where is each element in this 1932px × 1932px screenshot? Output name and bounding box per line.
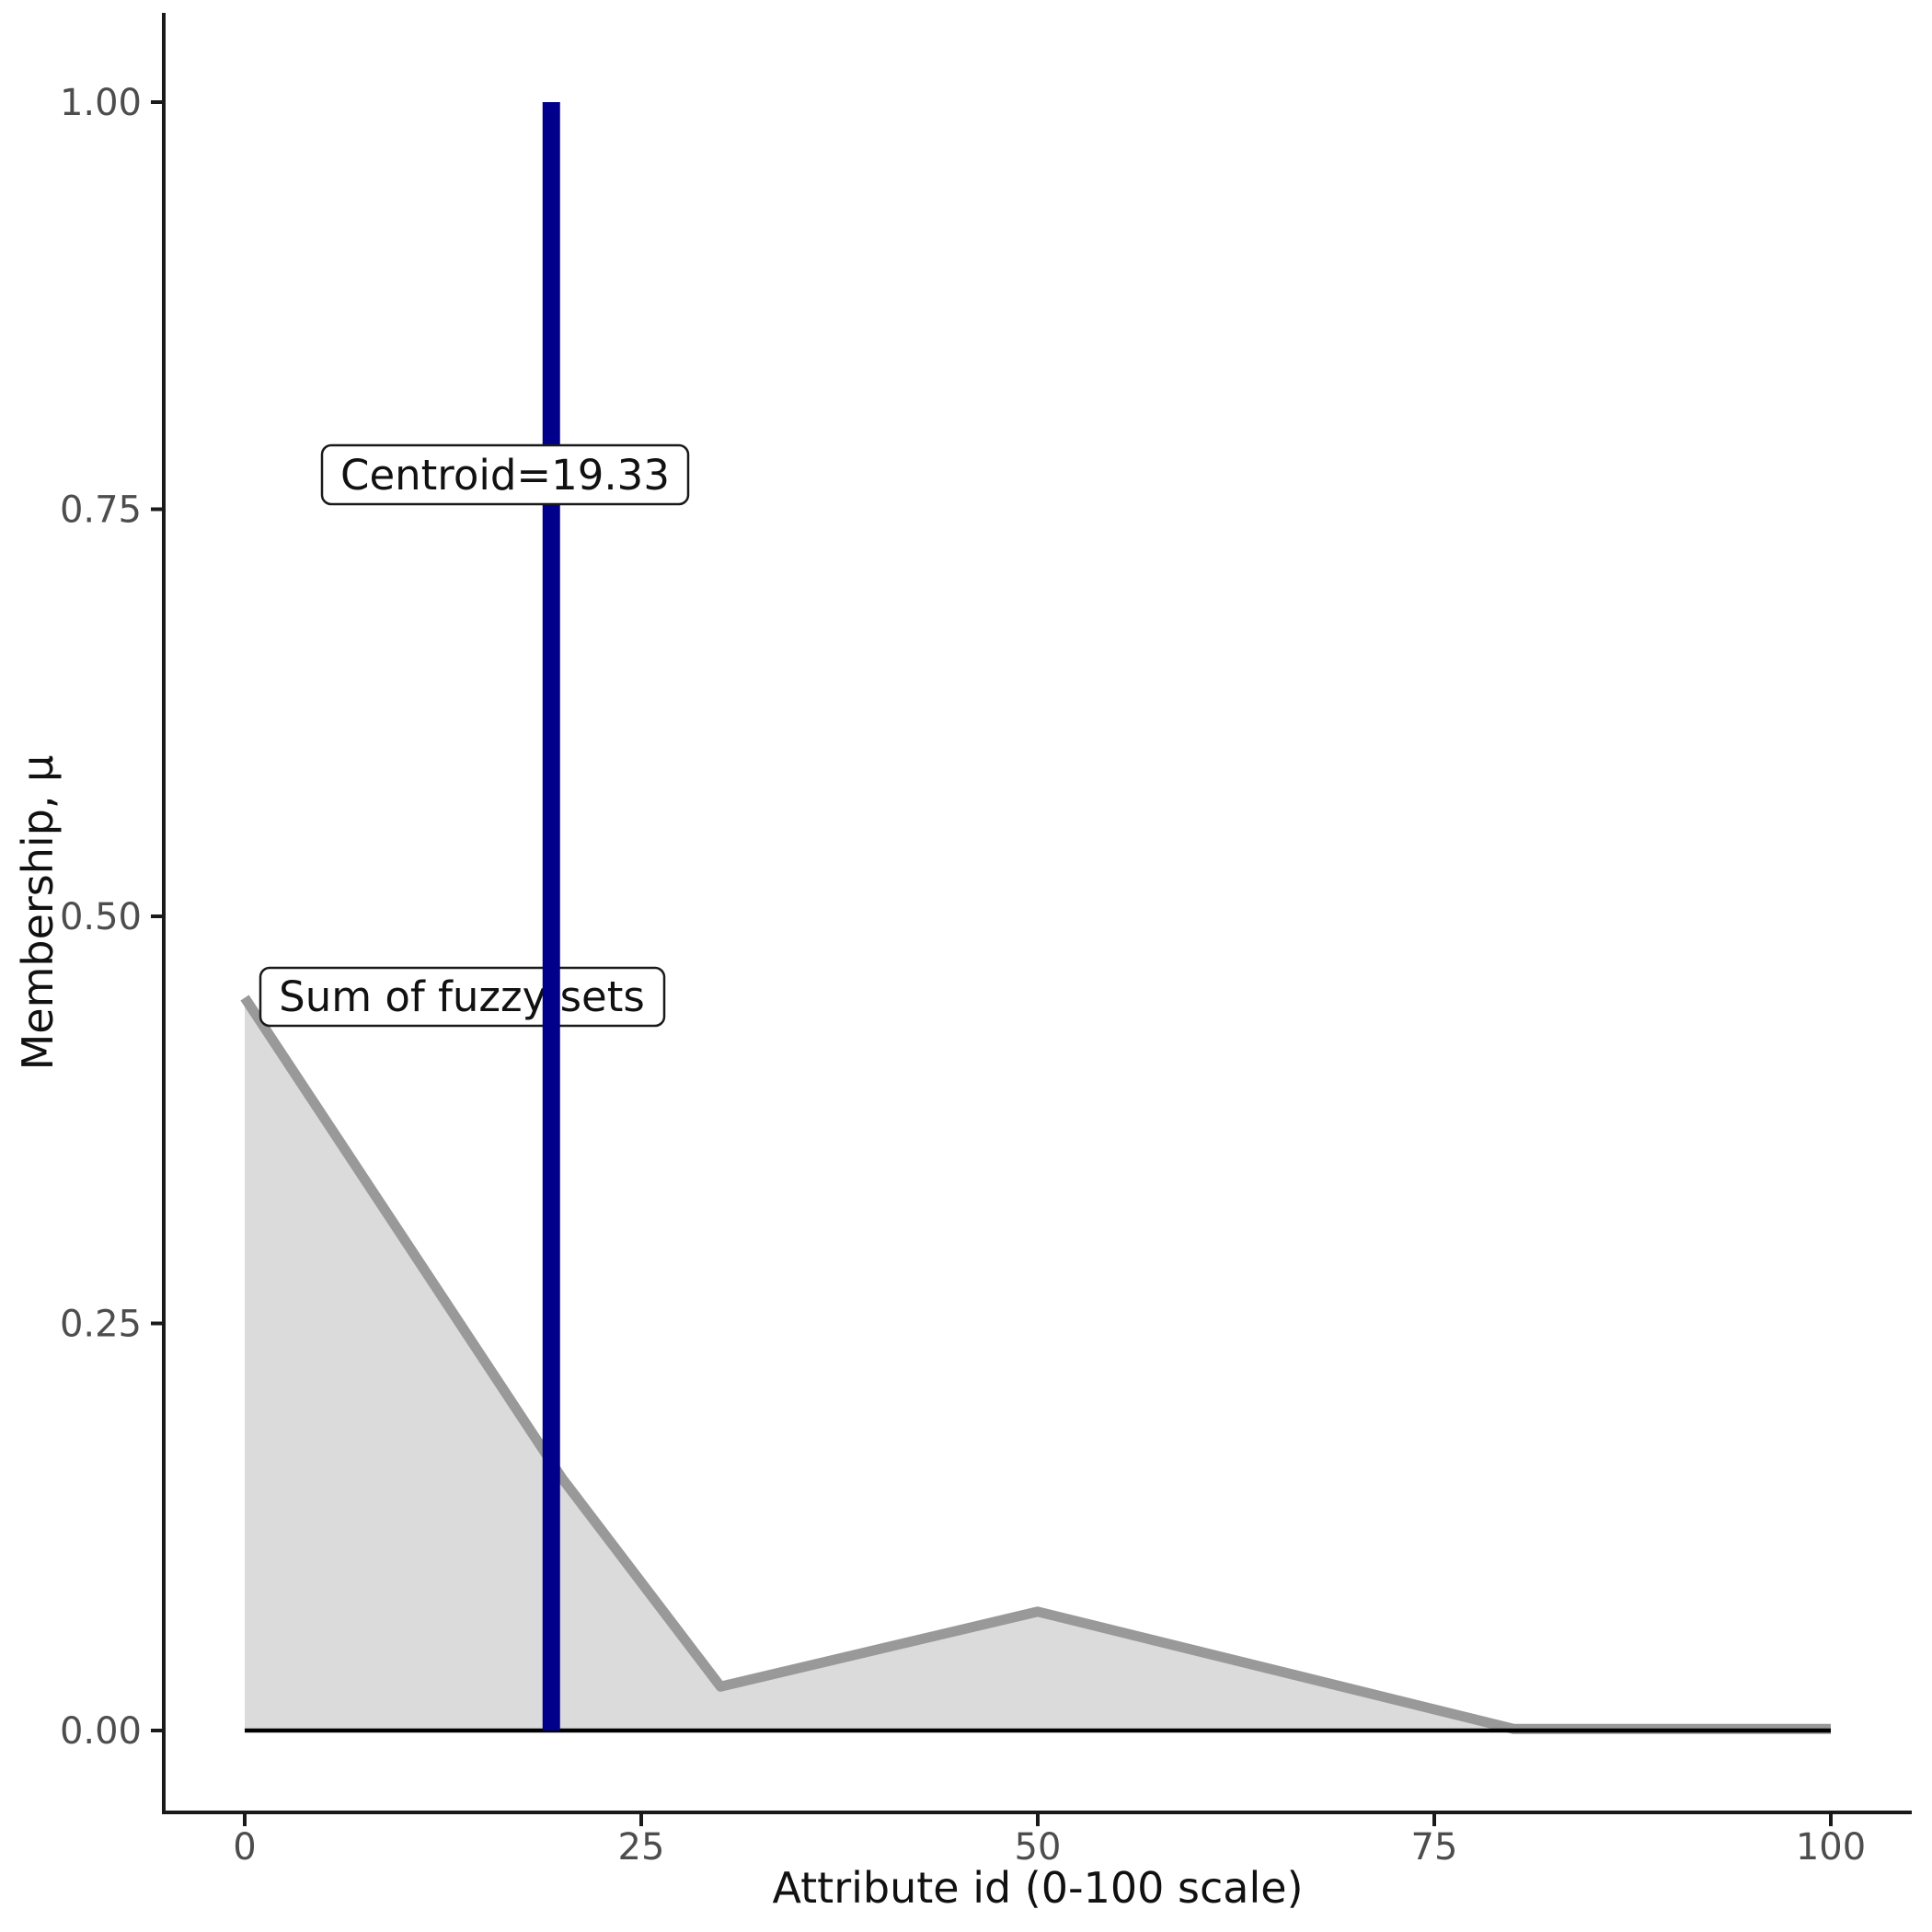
x-tick-label: 25 (618, 1826, 665, 1869)
y-tick-label: 0.50 (60, 896, 142, 938)
x-tick-label: 100 (1796, 1826, 1866, 1869)
fuzzy-sum-area (245, 997, 1831, 1731)
y-tick-label: 0.25 (60, 1304, 142, 1346)
y-tick-label: 0.75 (60, 489, 142, 532)
x-tick-label: 75 (1411, 1826, 1458, 1869)
x-axis-title: Attribute id (0-100 scale) (772, 1863, 1303, 1913)
y-axis-title: Membership, μ (13, 755, 63, 1071)
centroid-label-box (320, 443, 690, 506)
fuzzy-sum-area-layer (240, 995, 1831, 1734)
centroid-label-annotation: Centroid=19.33 (320, 443, 690, 506)
x-tick-label: 50 (1015, 1826, 1062, 1869)
x-axis-ticks: 0 25 50 75 100 (233, 1812, 1866, 1869)
sum-label-text: Sum of fuzzy sets (279, 972, 645, 1021)
sum-label-annotation: Sum of fuzzy sets (259, 966, 666, 1028)
centroid-label-text: Centroid=19.33 (340, 451, 670, 500)
y-tick-label: 1.00 (60, 82, 142, 124)
x-tick-label: 0 (233, 1826, 256, 1869)
y-axis-ticks: 0.00 0.25 0.50 0.75 1.00 (60, 82, 164, 1753)
y-tick-label: 0.00 (60, 1710, 142, 1753)
sum-label-box (259, 966, 666, 1028)
